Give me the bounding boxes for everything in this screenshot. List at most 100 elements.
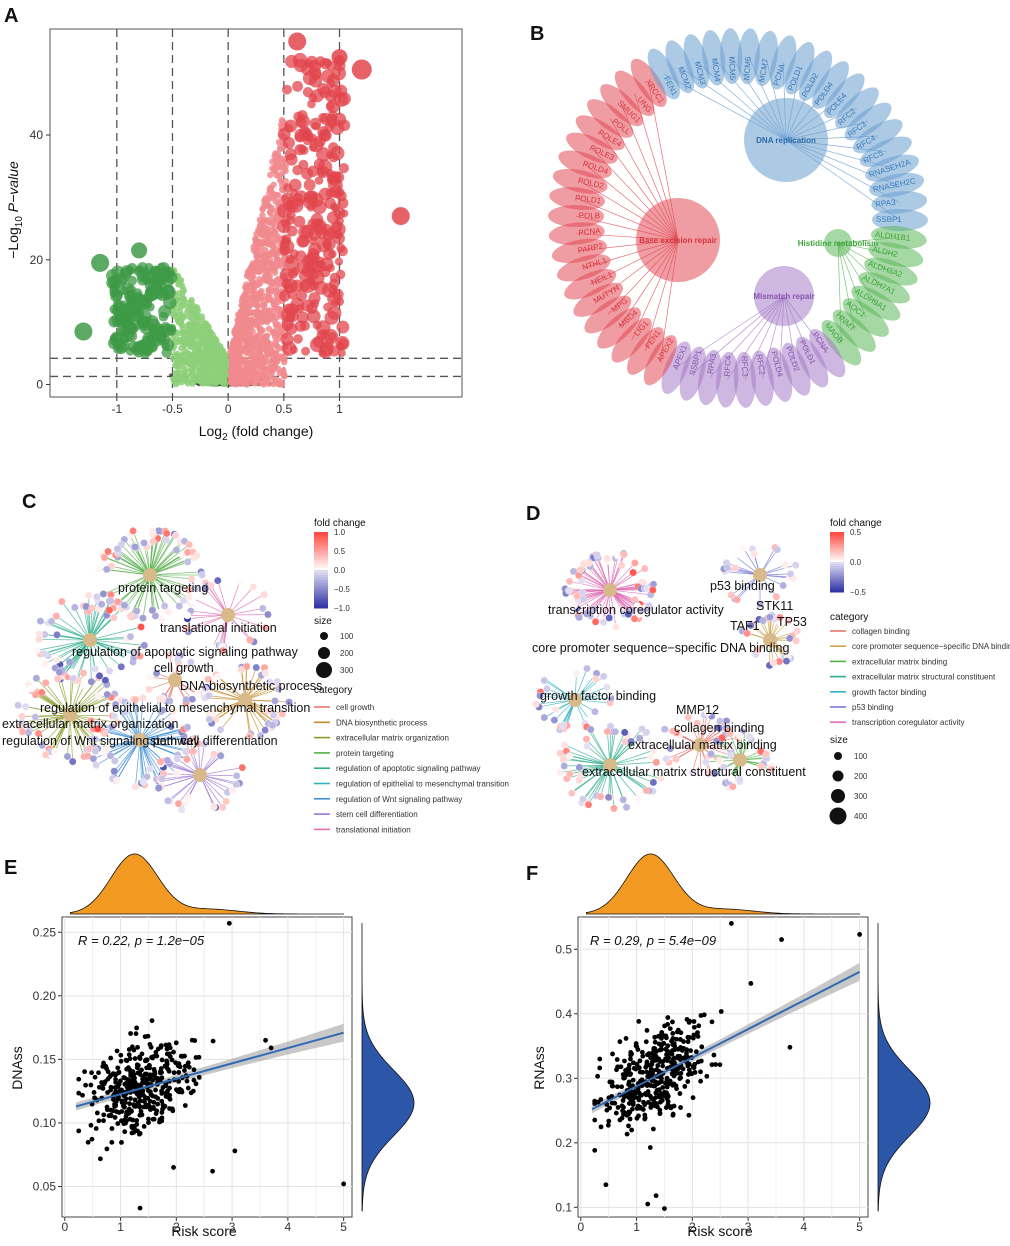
scatter-point [122, 1129, 128, 1135]
volcano-point [197, 347, 204, 354]
volcano-point [296, 234, 310, 248]
volcano-point [309, 236, 318, 246]
network-gene-node [80, 682, 88, 690]
network-gene-node [727, 591, 735, 599]
network-gene-node [53, 675, 62, 683]
y-tick-label: 0.05 [33, 1179, 57, 1193]
network-gene-node [216, 751, 225, 760]
network-gene-node [94, 692, 103, 700]
pathway-gene-node [796, 336, 829, 388]
volcano-point [256, 280, 264, 287]
x-tick-label: 4 [801, 1220, 808, 1234]
volcano-point [231, 349, 239, 356]
regression-line [591, 970, 861, 1111]
network-gene-node [175, 602, 184, 610]
network-gene-node [604, 793, 613, 802]
network-gene-node [642, 786, 651, 795]
network-gene-node [154, 784, 163, 792]
panel-letter-c: C [22, 491, 36, 513]
network-gene-node [101, 676, 110, 685]
scatter-point [647, 1093, 653, 1099]
size-legend-dot [832, 770, 844, 782]
volcano-point [242, 335, 249, 342]
network-gene-node [140, 641, 149, 650]
network-gene-node [750, 550, 759, 558]
volcano-point [253, 258, 261, 265]
network-gene-node [603, 554, 611, 563]
volcano-point [274, 262, 281, 270]
network-gene-node [97, 600, 106, 608]
network-gene-node [22, 702, 30, 711]
colorbar-step [314, 559, 328, 563]
network-gene-node [743, 629, 751, 638]
scatter-point [100, 1063, 106, 1069]
network-term-node [143, 568, 157, 582]
colorbar-step [314, 605, 328, 609]
scatter-point [146, 1103, 152, 1109]
scatter-point [619, 1084, 624, 1090]
volcano-point [317, 159, 333, 175]
scatter-point [628, 1056, 633, 1062]
pathway-gene-node [799, 50, 833, 101]
pathway-hub-label: Mismatch repair [753, 292, 814, 301]
volcano-point [180, 377, 188, 384]
scatter-point [123, 1114, 129, 1119]
x-tick-label: 3 [229, 1220, 236, 1234]
scatter-point [162, 1063, 168, 1069]
network-gene-node [172, 769, 181, 778]
scatter-point [147, 1072, 153, 1078]
panel-letter-e: E [4, 857, 17, 879]
network-gene-node [591, 707, 599, 716]
network-gene-node [560, 762, 568, 770]
scatter-point [779, 937, 784, 942]
volcano-point [337, 348, 346, 358]
network-edge [95, 738, 141, 741]
network-gene-node [162, 529, 171, 538]
rnass-x-label: Risk score [687, 1223, 753, 1239]
network-gene-node [540, 676, 548, 685]
network-gene-node [645, 601, 653, 610]
network-gene-node [107, 590, 115, 599]
scatter-point [644, 1061, 650, 1067]
volcano-point [295, 250, 307, 262]
scatter-point [689, 1071, 695, 1077]
volcano-point [174, 360, 182, 368]
volcano-point [187, 314, 195, 322]
volcano-point [194, 307, 202, 314]
network-edge [69, 696, 112, 716]
network-gene-node [32, 674, 41, 683]
pathway-gene-node [611, 317, 652, 363]
network-gene-node [268, 721, 277, 730]
network-gene-node [660, 725, 669, 733]
colorbar-step [830, 548, 844, 551]
scatter-point [628, 1071, 634, 1077]
network-gene-node [762, 750, 771, 758]
scatter-point [626, 1123, 631, 1129]
network-edge [21, 714, 71, 723]
scatter-point [680, 1066, 686, 1072]
scatter-point [117, 1089, 123, 1094]
network-gene-node [136, 652, 144, 660]
network-gene-node [666, 744, 675, 753]
network-gene-node [228, 786, 237, 795]
x-tick-label: 0 [577, 1220, 584, 1234]
scatter-point [617, 1117, 623, 1123]
pathway-gene-label: RPA3 [706, 353, 718, 375]
dnass-y-label: DNAss [9, 1046, 25, 1090]
network-gene-node [697, 771, 705, 779]
colorbar-step [314, 595, 328, 599]
network-edge [36, 678, 71, 716]
scatter-point [193, 1081, 199, 1087]
pathway-gene-node [630, 58, 667, 107]
colorbar-step [830, 538, 844, 541]
network-gene-node [65, 658, 74, 666]
volcano-point [188, 356, 196, 363]
size-legend-label: 100 [340, 632, 354, 641]
volcano-point [156, 335, 167, 345]
category-label: protein targeting [336, 749, 394, 758]
colorbar-step [314, 572, 328, 576]
scatter-point [634, 1106, 640, 1111]
pathway-gene-node [702, 30, 726, 86]
pathway-gene-node [844, 102, 892, 141]
